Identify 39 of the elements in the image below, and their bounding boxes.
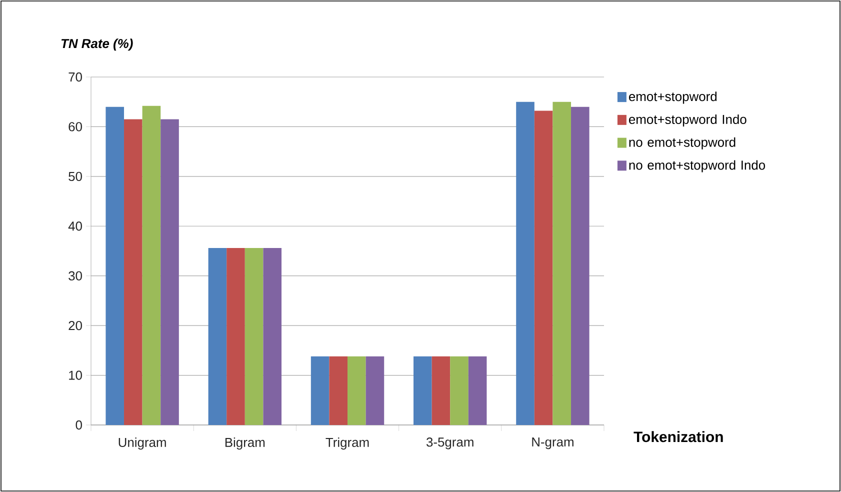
bar: [414, 356, 432, 425]
y-tick-label: 0: [76, 420, 82, 430]
y-tick-label: 30: [68, 271, 82, 280]
y-tick-label: 20: [68, 320, 82, 330]
bar: [142, 106, 161, 425]
bar: [160, 119, 179, 425]
legend-label: no emot+stopword: [629, 137, 736, 150]
bar: [244, 248, 264, 425]
bar: [468, 356, 487, 425]
bar: [571, 106, 590, 425]
x-tick-label: Trigram: [326, 438, 369, 450]
bar: [329, 356, 348, 425]
x-tick-label: Bigram: [225, 438, 265, 450]
bar: [552, 102, 572, 425]
bar: [516, 102, 534, 425]
x-tick-label: Unigram: [118, 438, 166, 450]
legend-label: emot+stopword: [629, 92, 717, 104]
bar: [124, 119, 142, 425]
x-tick-label: 3-5gram: [426, 438, 474, 450]
x-tick-label: N-gram: [532, 438, 574, 450]
bar: [432, 356, 450, 425]
y-tick-label: 40: [68, 222, 82, 231]
y-axis-title: TN Rate (%): [61, 38, 133, 51]
bar: [534, 110, 553, 425]
y-tick-label: 10: [69, 370, 82, 380]
bar: [450, 356, 468, 425]
bar: [263, 248, 282, 425]
bar: [348, 356, 366, 425]
legend-label: emot+stopword Indo: [629, 114, 746, 127]
legend-label: no emot+stopword Indo: [629, 160, 766, 172]
bar: [226, 248, 245, 425]
bar: [310, 356, 330, 425]
y-tick-label: 60: [68, 122, 82, 132]
y-tick-label: 70: [68, 72, 82, 82]
y-tick-label: 50: [68, 172, 82, 182]
x-axis-title: Tokenization: [634, 431, 723, 442]
bar: [366, 356, 384, 425]
bar: [106, 106, 124, 425]
bar: [208, 248, 227, 425]
